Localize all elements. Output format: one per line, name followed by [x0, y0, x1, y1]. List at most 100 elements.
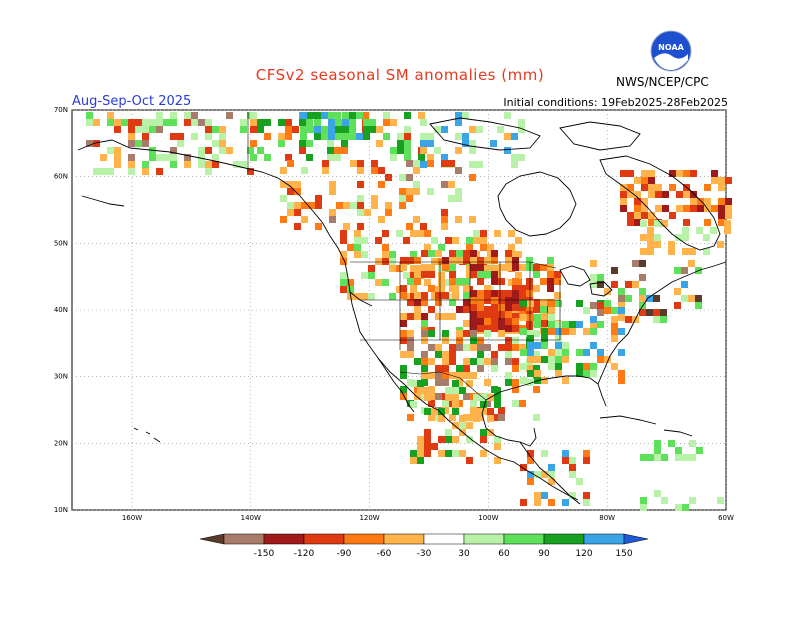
initial-conditions: Initial conditions: 19Feb2025-28Feb2025	[503, 96, 728, 109]
anomaly-cell	[307, 112, 314, 119]
anomaly-cell	[424, 429, 431, 436]
us-mexico-border	[399, 371, 487, 401]
anomaly-cell	[362, 112, 369, 119]
anomaly-cell	[287, 209, 294, 216]
anomaly-cell	[250, 112, 257, 119]
anomaly-cell	[533, 285, 540, 292]
anomaly-cell	[128, 126, 135, 133]
anomaly-cell	[357, 223, 364, 230]
anomaly-cell	[428, 372, 435, 379]
anomaly-cell	[688, 260, 695, 267]
anomaly-cell	[342, 133, 349, 140]
anomaly-cell	[696, 447, 703, 454]
anomaly-cell	[648, 184, 655, 191]
anomaly-cell	[676, 205, 683, 212]
anomaly-cell	[526, 278, 533, 285]
anomaly-cell	[455, 216, 462, 223]
anomaly-cell	[354, 251, 361, 258]
anomaly-cell	[219, 133, 226, 140]
anomaly-cell	[382, 258, 389, 265]
anomaly-cell	[410, 265, 417, 272]
arctic-island-1	[429, 117, 541, 151]
anomaly-cell	[519, 290, 526, 297]
anomaly-cell	[527, 356, 534, 363]
anomaly-cell	[590, 370, 597, 377]
anomaly-cell	[583, 328, 590, 335]
anomaly-cell	[725, 212, 732, 219]
anomaly-cell	[484, 358, 491, 365]
anomaly-cell	[484, 379, 491, 386]
anomaly-cell	[576, 478, 583, 485]
anomaly-cell	[335, 119, 342, 126]
anomaly-cell	[590, 316, 597, 323]
anomaly-cell	[264, 133, 271, 140]
anomaly-cell	[463, 365, 470, 372]
anomaly-cell	[427, 188, 434, 195]
anomaly-cell	[554, 292, 561, 299]
anomaly-cell	[462, 112, 469, 119]
lon-label: 140W	[241, 514, 261, 522]
anomaly-cell	[548, 471, 555, 478]
anomaly-cell	[135, 126, 142, 133]
anomaly-cell	[533, 271, 540, 278]
colorbar-swatch	[383, 533, 425, 545]
anomaly-cell	[526, 318, 533, 325]
colorbar-tick: -60	[377, 549, 392, 559]
anomaly-cell	[347, 279, 354, 286]
anomaly-cell	[512, 304, 519, 311]
anomaly-cell	[156, 112, 163, 119]
anomaly-cell	[704, 219, 711, 226]
anomaly-cell	[618, 295, 625, 302]
anomaly-cell	[604, 300, 611, 307]
anomaly-cell	[184, 161, 191, 168]
anomaly-cell	[156, 126, 163, 133]
anomaly-cell	[534, 370, 541, 377]
anomaly-cell	[306, 154, 313, 161]
anomaly-cell	[512, 264, 519, 271]
anomaly-cell	[641, 177, 648, 184]
anomaly-cell	[590, 302, 597, 309]
anomaly-cell	[711, 170, 718, 177]
anomaly-cell	[689, 248, 696, 255]
anomaly-cell	[470, 325, 477, 332]
anomaly-cell	[534, 342, 541, 349]
anomaly-cell	[287, 188, 294, 195]
anomaly-cell	[604, 288, 611, 295]
anomaly-cell	[477, 365, 484, 372]
anomaly-cell	[420, 161, 427, 168]
anomaly-cell	[548, 363, 555, 370]
anomaly-cell	[463, 285, 470, 292]
anomaly-cell	[473, 230, 480, 237]
anomaly-cell	[512, 337, 519, 344]
anomaly-cell	[632, 281, 639, 288]
anomaly-cell	[424, 408, 431, 415]
anomaly-cell	[590, 321, 597, 328]
anomaly-cell	[452, 394, 459, 401]
anomaly-cell	[449, 358, 456, 365]
anomaly-cell	[654, 454, 661, 461]
anomaly-cell	[634, 212, 641, 219]
anomaly-cell	[484, 318, 491, 325]
anomaly-cell	[456, 365, 463, 372]
anomaly-cell	[640, 454, 647, 461]
anomaly-cell	[512, 285, 519, 292]
anomaly-cell	[321, 112, 328, 119]
anomaly-cell	[480, 401, 487, 408]
anomaly-cell	[142, 119, 149, 126]
anomaly-cell	[690, 191, 697, 198]
anomaly-cell	[399, 202, 406, 209]
anomaly-cell	[477, 344, 484, 351]
anomaly-cell	[455, 133, 462, 140]
anomaly-cell	[534, 314, 541, 321]
colorbar-tick: 30	[458, 549, 470, 559]
anomaly-cell	[527, 314, 534, 321]
anomaly-cell	[717, 241, 724, 248]
anomaly-cell	[421, 351, 428, 358]
anomaly-cell	[562, 377, 569, 384]
anomaly-cell	[541, 377, 548, 384]
anomaly-cell	[491, 365, 498, 372]
anomaly-cell	[519, 304, 526, 311]
anomaly-cell	[562, 349, 569, 356]
anomaly-cell	[280, 181, 287, 188]
anomaly-cell	[442, 400, 449, 407]
